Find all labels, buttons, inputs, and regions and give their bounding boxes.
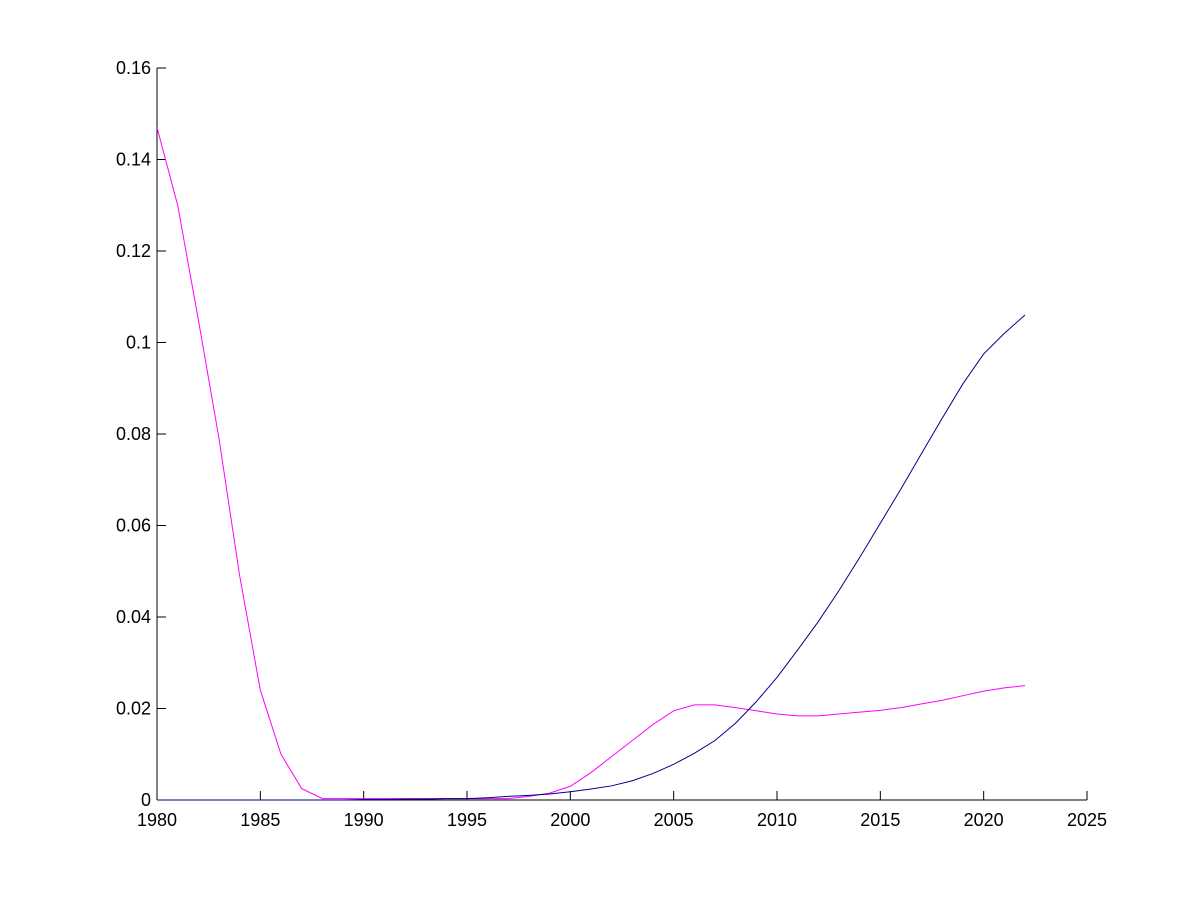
y-tick-label: 0 <box>141 790 151 810</box>
y-tick-label: 0.02 <box>116 699 151 719</box>
x-tick-label: 2015 <box>860 810 900 830</box>
y-tick-label: 0.16 <box>116 58 151 78</box>
y-tick-label: 0.08 <box>116 424 151 444</box>
x-tick-label: 2000 <box>550 810 590 830</box>
y-tick-label: 0.12 <box>116 241 151 261</box>
x-tick-label: 2025 <box>1067 810 1107 830</box>
x-tick-label: 2010 <box>757 810 797 830</box>
x-tick-label: 2005 <box>654 810 694 830</box>
x-tick-label: 1990 <box>344 810 384 830</box>
y-tick-label: 0.04 <box>116 607 151 627</box>
x-tick-label: 2020 <box>964 810 1004 830</box>
series-line <box>157 314 1026 801</box>
y-tick-label: 0.1 <box>126 333 151 353</box>
x-tick-label: 1985 <box>240 810 280 830</box>
series-line <box>156 127 1026 800</box>
y-tick-label: 0.14 <box>116 150 151 170</box>
x-tick-label: 1980 <box>137 810 177 830</box>
x-tick-label: 1995 <box>447 810 487 830</box>
y-tick-label: 0.06 <box>116 516 151 536</box>
